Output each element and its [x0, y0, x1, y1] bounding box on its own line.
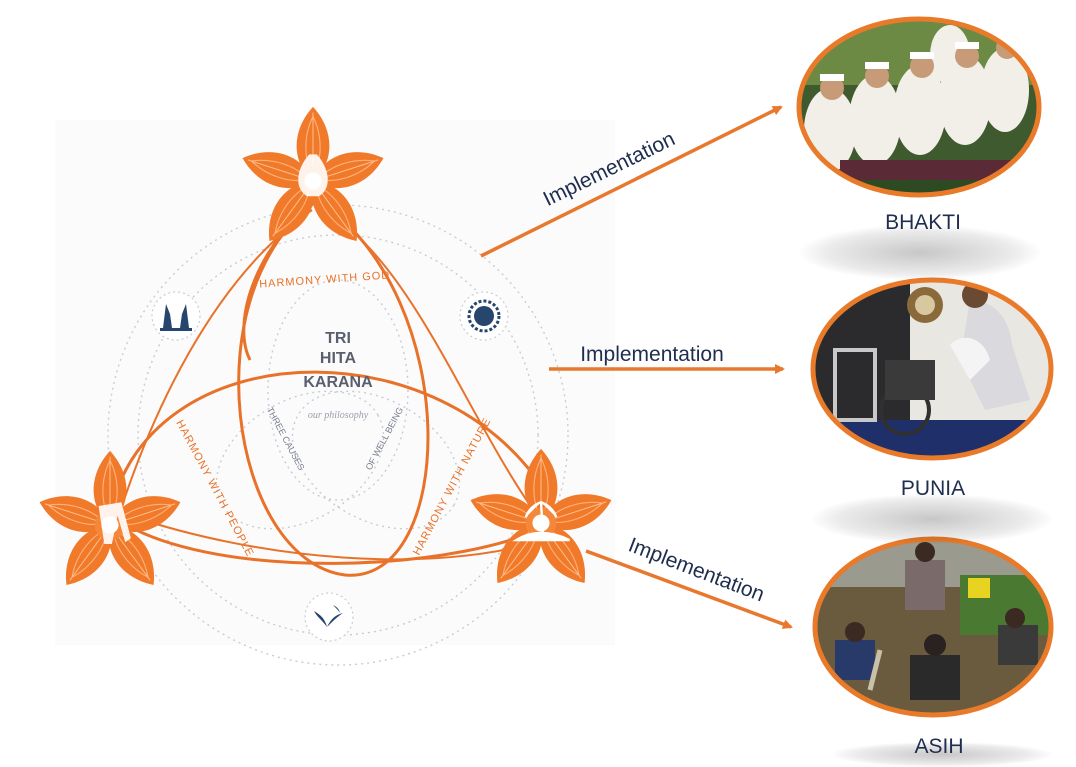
- sun-icon: [459, 291, 509, 341]
- environment-cleanup-photo: [812, 536, 1054, 718]
- center-subtitle: our philosophy: [308, 410, 369, 421]
- flower-left: [34, 451, 185, 595]
- flower-top: [237, 107, 388, 251]
- photo-shadow-punia: [812, 494, 1052, 544]
- wheelchair-donation-photo: [810, 277, 1054, 461]
- arrow-to-asih: [585, 549, 793, 629]
- dotted-rings: [107, 204, 569, 666]
- photo-shadow-bhakti: [800, 225, 1040, 280]
- flower-right: [465, 449, 616, 593]
- center-title-line-3: KARANA: [303, 374, 373, 391]
- center-title-line-2: HITA: [320, 350, 357, 367]
- arrow-label-punia: Implementation: [580, 343, 724, 366]
- prayer-ceremony-photo: [796, 16, 1042, 198]
- arrow-label-asih: Implementation: [625, 533, 767, 606]
- photo-label-asih: ASIH: [914, 735, 964, 758]
- photo-label-bhakti: BHAKTI: [885, 211, 961, 234]
- birds-icon: [304, 592, 354, 642]
- photo-shadow-asih: [832, 742, 1052, 767]
- photo-label-punia: PUNIA: [900, 477, 966, 500]
- temple-gate-icon: [151, 291, 201, 341]
- arrow-to-bhakti: [480, 105, 783, 258]
- center-title-line-1: TRI: [325, 330, 351, 347]
